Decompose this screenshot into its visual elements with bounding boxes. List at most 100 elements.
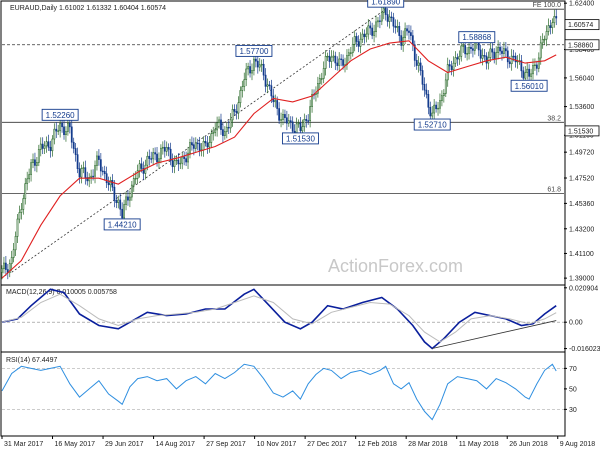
- candle-body: [161, 146, 164, 149]
- price-label-box: [367, 0, 405, 8]
- fib-level-label: FE 100.0: [533, 2, 562, 9]
- x-tick-label: 29 Jun 2017: [105, 441, 144, 448]
- price-label-text: 1.61890: [371, 0, 400, 7]
- candle-body: [125, 196, 127, 205]
- candle-body: [524, 72, 527, 79]
- candle-body: [303, 119, 306, 128]
- candle-body: [483, 55, 486, 57]
- macd-series-macd: [1, 288, 557, 350]
- candle-body: [158, 158, 160, 163]
- candle-body: [299, 122, 302, 132]
- candle-body: [254, 58, 257, 62]
- x-tick-label: 26 Jun 2018: [509, 441, 548, 448]
- candle-body: [74, 148, 77, 155]
- candle-body: [282, 114, 284, 120]
- candle-body: [503, 48, 505, 54]
- candle-body: [247, 66, 249, 70]
- candle-body: [34, 159, 36, 166]
- candle-body: [285, 117, 288, 124]
- candle-body: [342, 59, 344, 66]
- candle-body: [526, 68, 529, 73]
- candle-body: [90, 175, 93, 178]
- candle-body: [485, 55, 488, 64]
- candle-body: [67, 122, 69, 132]
- candle-body: [183, 156, 186, 159]
- candle-body: [390, 16, 393, 19]
- candle-body: [388, 16, 391, 22]
- candle-body: [111, 180, 114, 188]
- main-y-tick-label: 1.49720: [569, 150, 594, 157]
- candle-body: [543, 38, 546, 41]
- candle-body: [187, 152, 189, 163]
- x-tick-label: 14 Aug 2017: [156, 441, 195, 448]
- candle-body: [377, 20, 379, 23]
- candle-body: [493, 51, 496, 59]
- candle-body: [156, 153, 158, 163]
- candle-body: [466, 53, 468, 55]
- candle-body: [408, 30, 410, 33]
- candle-body: [37, 149, 40, 163]
- candle-body: [380, 12, 383, 22]
- price-label-text: 1.51530: [286, 134, 315, 143]
- candle-body: [431, 112, 434, 117]
- rsi-y-tick-label: 50: [569, 386, 577, 393]
- candle-body: [499, 46, 501, 52]
- candle-body: [348, 52, 350, 56]
- candle-body: [119, 199, 122, 210]
- price-label-text: 1.57700: [239, 47, 268, 56]
- macd-trendline: [432, 320, 557, 349]
- candle-body: [386, 14, 389, 22]
- candle-body: [152, 152, 155, 160]
- main-y-tick-label: 1.62400: [569, 1, 594, 8]
- candle-body: [280, 119, 282, 121]
- candle-body: [338, 58, 341, 66]
- candle-body: [96, 155, 98, 166]
- price-label-box: [458, 31, 496, 44]
- candle-body: [541, 39, 544, 44]
- candle-body: [99, 159, 102, 172]
- candle-body: [94, 165, 96, 177]
- candle-body: [61, 122, 63, 128]
- candle-body: [129, 196, 131, 201]
- candle-body: [287, 120, 290, 124]
- candle-body: [324, 55, 327, 69]
- candle-body: [39, 143, 42, 150]
- candle-body: [351, 44, 354, 54]
- candle-body: [229, 119, 232, 129]
- candle-body: [481, 55, 484, 59]
- x-tick-label: 12 Feb 2018: [358, 441, 397, 448]
- sma-line: [1, 40, 557, 279]
- candle-body: [535, 64, 538, 69]
- candle-body: [146, 155, 149, 166]
- price-label-text: 1.56010: [515, 82, 544, 91]
- candle-body: [530, 73, 532, 77]
- candle-body: [117, 199, 120, 203]
- candle-body: [419, 62, 422, 71]
- candle-body: [328, 55, 331, 62]
- candle-body: [107, 182, 110, 186]
- candle-body: [454, 57, 457, 64]
- candle-body: [3, 262, 5, 270]
- candle-body: [417, 62, 420, 66]
- candle-body: [456, 57, 459, 60]
- candle-body: [284, 114, 286, 119]
- candle-body: [68, 122, 71, 128]
- candle-body: [16, 218, 19, 237]
- price-tag-box: [564, 39, 600, 51]
- candle-body: [53, 128, 56, 140]
- price-tag-box: [564, 19, 600, 31]
- candle-body: [514, 55, 517, 63]
- candle-body: [251, 70, 253, 74]
- candle-body: [528, 68, 530, 77]
- candle-body: [489, 48, 492, 58]
- candle-body: [262, 63, 265, 76]
- x-tick-label: 16 May 2017: [55, 441, 96, 448]
- candle-body: [336, 62, 339, 66]
- candle-body: [442, 93, 445, 97]
- candle-body: [123, 204, 125, 219]
- candle-body: [427, 93, 430, 108]
- candle-body: [222, 129, 224, 136]
- candle-body: [398, 26, 401, 36]
- candle-body: [413, 44, 416, 61]
